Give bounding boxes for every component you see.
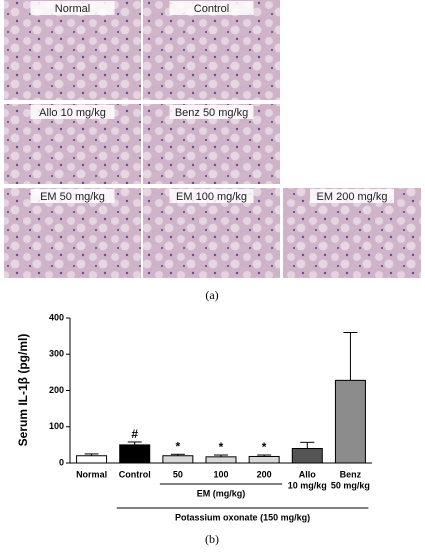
x-tick-label: 50 mg/kg [331,480,370,490]
panel-label: EM 100 mg/kg [176,191,247,203]
y-tick-label: 0 [59,457,64,467]
x-tick-label: 200 [257,469,272,479]
significance-mark: * [176,439,181,453]
y-tick-label: 100 [49,421,64,431]
panel-label: EM 50 mg/kg [40,191,105,203]
y-axis-label: Serum IL-1β (pg/ml) [16,334,30,447]
x-tick-label: 50 [173,469,183,479]
significance-mark: * [219,440,224,454]
x-tick-label: 10 mg/kg [288,480,327,490]
bar [248,455,280,464]
y-tick-label: 400 [49,312,64,322]
x-tick-label: Benz [340,469,362,479]
bar [76,455,108,464]
panel-label: Allo 10 mg/kg [39,107,106,119]
label-backdrop [30,105,115,119]
chart-caption: (b) [205,532,219,546]
y-tick-label: 200 [49,385,64,395]
x-tick-label: Control [119,469,151,479]
histology-image [143,0,280,100]
bar [119,444,151,464]
x-tick-label: Allo [299,469,317,479]
x-tick-label: Normal [76,469,107,479]
histology-image [4,0,141,100]
panel-label: EM 200 mg/kg [317,191,388,203]
label-backdrop [30,189,115,203]
x-tick-label: 100 [213,469,228,479]
group-label: Potassium oxonate (150 mg/kg) [175,512,310,522]
panel-caption: (a) [205,288,218,302]
label-backdrop [169,189,254,203]
panel-label: Control [194,3,229,15]
bar [291,448,323,464]
y-tick-label: 300 [49,349,64,359]
panel-label: Benz 50 mg/kg [175,107,248,119]
label-backdrop [310,189,394,203]
label-backdrop [30,1,115,15]
significance-mark: * [262,440,267,454]
bar [205,456,237,464]
bar [334,379,366,464]
bar [162,455,194,464]
significance-mark: # [131,427,138,441]
label-backdrop [169,105,254,119]
panel-label: Normal [55,3,90,15]
label-backdrop [169,1,254,15]
group-label: EM (mg/kg) [197,488,246,498]
histology-panels: Normal Control Allo 10 mg/kg Benz 50 mg/kg E… [4,0,421,278]
